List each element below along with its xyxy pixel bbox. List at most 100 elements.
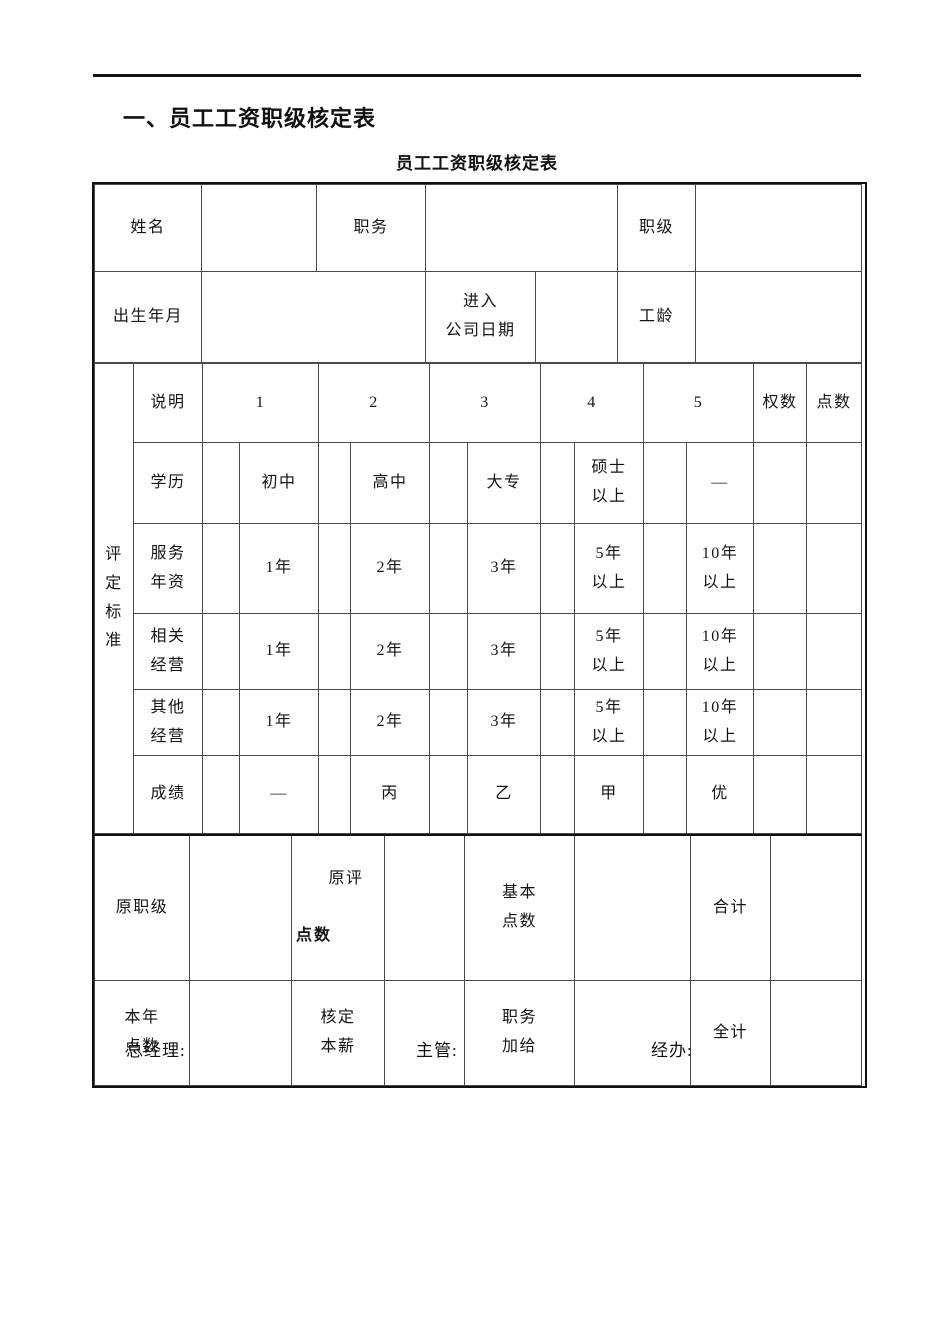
cell-birthdate-label: 出生年月 [94, 271, 202, 363]
cell-birthdate-value [201, 271, 426, 363]
cell-year-points-value [189, 979, 292, 1086]
cell-row-value: 10年 以上 [686, 523, 754, 614]
assessment-form-table: 姓名 职务 职级 出生年月 进入 公司日期 工龄 [92, 182, 867, 1088]
table-row: 出生年月 进入 公司日期 工龄 [94, 271, 862, 363]
cell-year-points-label: 本年 点数 [94, 979, 190, 1086]
cell-row-value: — [686, 442, 754, 524]
table-row: 服务 年资 1年 2年 3年 5年 以上 10年 以上 [95, 523, 862, 614]
cell-row-value: 甲 [574, 755, 644, 834]
cell-level-4: 4 [540, 363, 644, 443]
criteria-section: 评 定 标 准 说明 1 2 3 4 5 权数 点数 学历 初中 高中 大专 硕… [94, 363, 862, 834]
cell-score-box [429, 523, 468, 614]
table-title: 员工工资职级核定表 [396, 154, 558, 173]
cell-score-box [318, 689, 351, 756]
cell-row-value: 初中 [239, 442, 319, 524]
cell-grand-total-label: 全计 [690, 979, 771, 1086]
cell-position-label: 职务 [316, 184, 426, 272]
cell-level-3: 3 [429, 363, 541, 443]
supervisor-sign-label: 主管: [416, 1041, 458, 1060]
cell-weight-value [753, 523, 807, 614]
cell-desc-label: 说明 [133, 363, 203, 443]
cell-score-box [318, 523, 351, 614]
cell-joindate-label: 进入 公司日期 [425, 271, 536, 363]
cell-row-value: 2年 [350, 689, 430, 756]
cell-position-allowance-label: 职务 加给 [464, 979, 575, 1086]
cell-points-value [806, 689, 862, 756]
basic-info-section: 姓名 职务 职级 出生年月 进入 公司日期 工龄 [94, 184, 862, 363]
cell-points-value [806, 755, 862, 834]
cell-score-box [429, 613, 468, 690]
table-row: 其他 经营 1年 2年 3年 5年 以上 10年 以上 [95, 689, 862, 756]
cell-score-box [202, 613, 240, 690]
top-rule-divider [93, 74, 861, 77]
cell-score-box [318, 613, 351, 690]
cell-row-value: 3年 [467, 689, 541, 756]
cell-score-box [318, 442, 351, 524]
cell-row-value: 1年 [239, 689, 319, 756]
cell-row-value: 2年 [350, 613, 430, 690]
cell-row-value: 高中 [350, 442, 430, 524]
cell-position-allowance-value [574, 979, 691, 1086]
cell-score-box [643, 442, 687, 524]
cell-row-value: 10年 以上 [686, 613, 754, 690]
cell-score-box [429, 689, 468, 756]
cell-score-box [202, 689, 240, 756]
cell-points-value [806, 442, 862, 524]
cell-total-label: 合计 [690, 834, 771, 981]
cell-row-value: 乙 [467, 755, 541, 834]
cell-weight-value [753, 442, 807, 524]
cell-orig-points-label: 原评 点数 [291, 834, 385, 981]
orig-points-line2: 点数 [296, 927, 333, 945]
cell-row-value: 3年 [467, 613, 541, 690]
cell-row-value: 硕士 以上 [574, 442, 644, 524]
cell-score-box [540, 442, 575, 524]
cell-orig-points-value [384, 834, 465, 981]
cell-points-header: 点数 [806, 363, 862, 443]
cell-row-value: 5年 以上 [574, 689, 644, 756]
cell-row-value: 优 [686, 755, 754, 834]
cell-orig-grade-label: 原职级 [94, 834, 190, 981]
cell-level-2: 2 [318, 363, 430, 443]
cell-points-value [806, 613, 862, 690]
cell-row-value: 丙 [350, 755, 430, 834]
cell-row-value: 10年 以上 [686, 689, 754, 756]
cell-row-value: 1年 [239, 523, 319, 614]
cell-score-box [643, 613, 687, 690]
table-row: 姓名 职务 职级 [94, 184, 862, 272]
cell-approved-salary-label: 核定 本薪 [291, 979, 385, 1086]
cell-score-box [643, 523, 687, 614]
table-row: 本年 点数 核定 本薪 职务 加给 全计 [94, 979, 862, 1086]
table-row: 成绩 — 丙 乙 甲 优 [95, 755, 862, 834]
section-heading: 一、员工工资职级核定表 [123, 106, 377, 131]
cell-score-box [540, 613, 575, 690]
cell-row-value: 1年 [239, 613, 319, 690]
cell-row-label: 其他 经营 [133, 689, 203, 756]
table-row: 评 定 标 准 说明 1 2 3 4 5 权数 点数 [94, 363, 862, 834]
cell-score-box [318, 755, 351, 834]
cell-score-box [429, 442, 468, 524]
cell-row-value: 5年 以上 [574, 613, 644, 690]
cell-total-value [770, 834, 862, 981]
cell-score-box [202, 755, 240, 834]
general-manager-sign-label: 总经理: [126, 1041, 186, 1060]
cell-row-value: 大专 [467, 442, 541, 524]
cell-orig-grade-value [189, 834, 292, 981]
cell-row-label: 服务 年资 [133, 523, 203, 614]
cell-seniority-label: 工龄 [617, 271, 696, 363]
table-row: 相关 经营 1年 2年 3年 5年 以上 10年 以上 [95, 613, 862, 690]
cell-row-value: 3年 [467, 523, 541, 614]
cell-score-box [202, 523, 240, 614]
cell-weight-value [753, 689, 807, 756]
cell-score-box [643, 689, 687, 756]
cell-score-box [540, 689, 575, 756]
cell-row-label: 成绩 [133, 755, 203, 834]
cell-weight-value [753, 755, 807, 834]
cell-score-box [540, 523, 575, 614]
table-row: 原职级 原评 点数 基本 点数 合计 [94, 834, 862, 981]
cell-row-label: 学历 [133, 442, 203, 524]
cell-score-box [429, 755, 468, 834]
cell-points-value [806, 523, 862, 614]
cell-approved-salary-value [384, 979, 465, 1086]
cell-name-label: 姓名 [94, 184, 202, 272]
